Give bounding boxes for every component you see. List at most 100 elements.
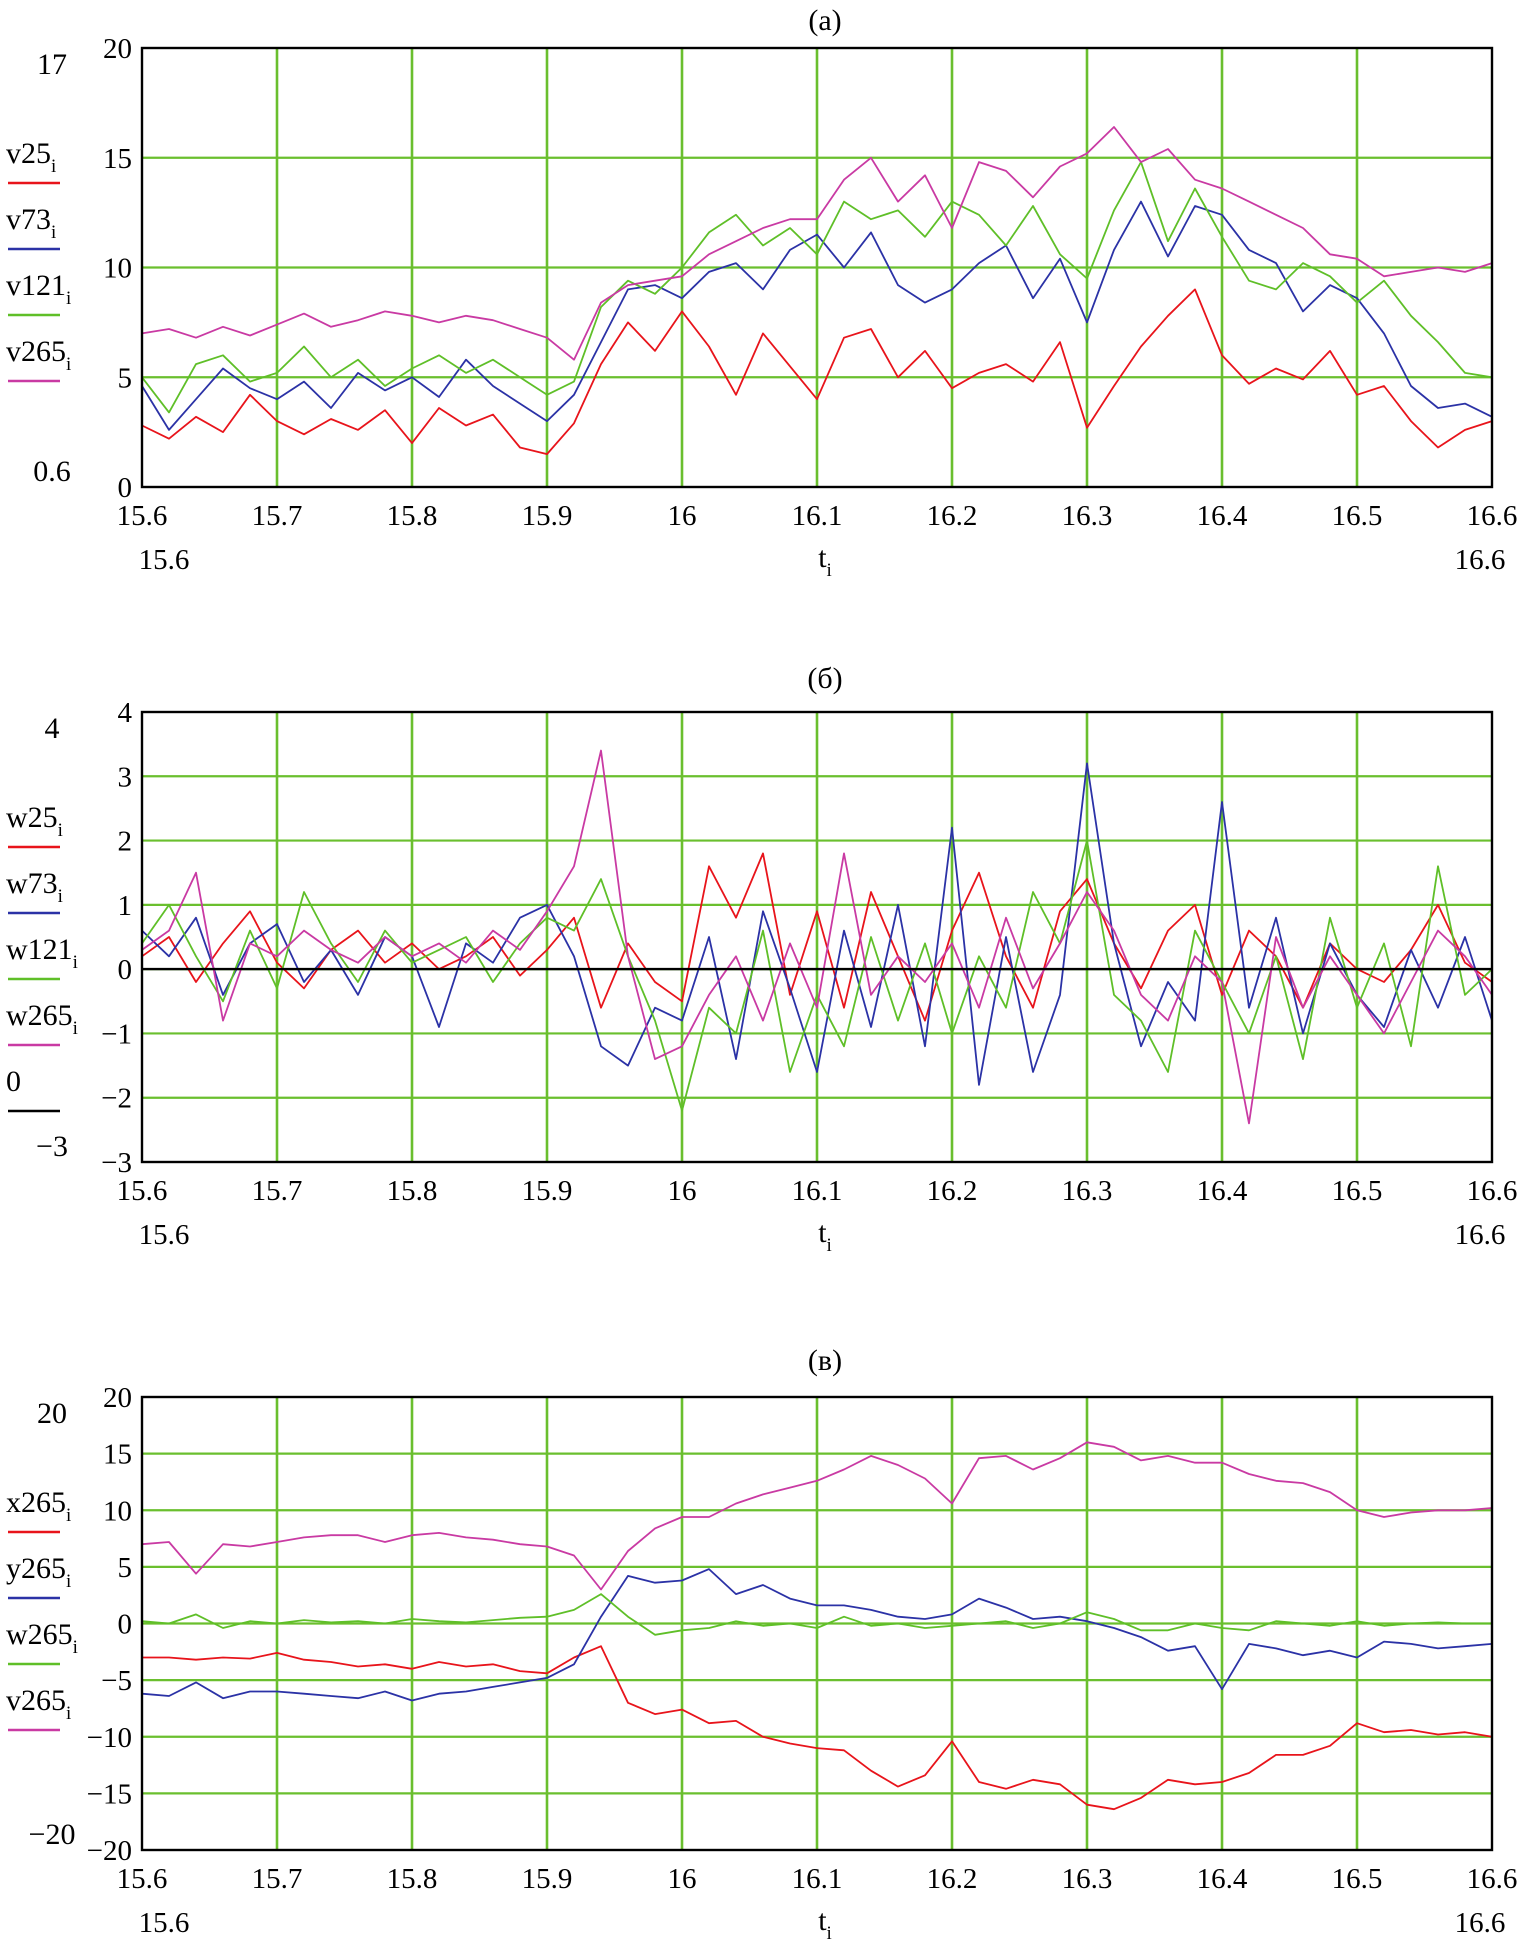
[object SVGGElement]: v25i <box>6 137 56 177</box>
x-tick-label: 15.8 <box>387 500 438 532</box>
[object SVGGElement]: w265i <box>6 1618 78 1658</box>
series-line-v25 <box>141 288 1493 455</box>
[object SVGGElement]: w121i <box>6 933 78 973</box>
y-range-bottom-label: −20 <box>29 1818 76 1851</box>
y-tick-label: 1 <box>118 890 133 922</box>
y-tick-label: −1 <box>101 1018 132 1050</box>
y-tick-label: 0 <box>118 954 133 986</box>
y-range-bottom-label: 0.6 <box>33 455 71 488</box>
x-tick-label: 16.1 <box>792 500 843 532</box>
y-tick-label: 0 <box>118 472 133 504</box>
x-axis-label-main: t <box>818 1904 827 1937</box>
y-tick-label: −10 <box>87 1722 132 1754</box>
x-range-right-label: 16.6 <box>1455 1219 1506 1251</box>
panel-title: (б) <box>807 662 842 695</box>
x-tick-label: 15.7 <box>252 1863 303 1895</box>
[object SVGGElement]-sub: i <box>66 288 71 309</box>
x-axis-label-sub: i <box>827 1235 832 1256</box>
x-tick-label: 15.7 <box>252 500 303 532</box>
plot-frame <box>140 710 1494 1164</box>
y-tick-label: −5 <box>101 1665 132 1697</box>
x-tick-label: 16.5 <box>1332 1175 1383 1207</box>
x-axis-label-sub: i <box>827 560 832 581</box>
x-axis-label: ti <box>818 541 832 581</box>
[object SVGGElement]: w73i <box>6 867 63 907</box>
series-line-w265 <box>141 1593 1492 1636</box>
panel-title: (в) <box>808 1344 842 1377</box>
series-line-v265 <box>141 126 1493 361</box>
y-tick-label: 3 <box>118 761 133 793</box>
x-axis-label-main: t <box>818 1216 827 1249</box>
x-tick-label: 16.2 <box>927 500 978 532</box>
y-tick-label: 2 <box>118 826 133 858</box>
x-tick-label: 15.7 <box>252 1175 303 1207</box>
[object SVGGElement]-sub: i <box>73 952 78 973</box>
x-range-left-label: 15.6 <box>139 544 190 576</box>
[object SVGGElement]-sub: i <box>73 1018 78 1039</box>
series-line-x265 <box>142 1645 1493 1811</box>
[object SVGGElement]-main: v265 <box>6 335 66 368</box>
x-tick-label: 15.9 <box>522 1175 573 1207</box>
[object SVGGElement]: v73i <box>6 203 56 243</box>
x-tick-label: 15.8 <box>387 1175 438 1207</box>
y-tick-label: 10 <box>103 253 132 285</box>
x-tick-label: 16.5 <box>1332 500 1383 532</box>
x-tick-label: 16.2 <box>927 1175 978 1207</box>
y-tick-label: 15 <box>103 143 132 175</box>
y-tick-label: 4 <box>118 697 133 729</box>
[object SVGGElement]-main: w265 <box>6 1618 73 1651</box>
[object SVGGElement]-sub: i <box>58 820 63 841</box>
plot-frame <box>140 1395 1494 1852</box>
y-tick-label: −15 <box>87 1778 132 1810</box>
x-tick-label: 16.6 <box>1467 1175 1518 1207</box>
[object SVGGElement]-main: w121 <box>6 933 73 966</box>
x-tick-label: 16 <box>668 1863 697 1895</box>
[object SVGGElement]-sub: i <box>73 1637 78 1658</box>
x-axis-label: ti <box>818 1216 832 1256</box>
[object SVGGElement]-main: v121 <box>6 269 66 302</box>
[object SVGGElement]-main: x265 <box>6 1486 66 1519</box>
chart-panel-2: (б) 15.6 15.7 15.8 15.9 16 16.1 16.2 16.3 16.4 16.… <box>8 662 1517 1256</box>
y-tick-label: 0 <box>118 1609 133 1641</box>
x-tick-label: 16.1 <box>792 1175 843 1207</box>
y-range-top-label: 20 <box>37 1397 67 1430</box>
y-range-top-label: 4 <box>45 712 60 745</box>
x-tick-label: 15.6 <box>117 1863 168 1895</box>
y-tick-label: 5 <box>118 362 133 394</box>
y-tick-label: 10 <box>103 1495 132 1527</box>
series-line-v265 <box>141 1441 1493 1591</box>
[object SVGGElement]-sub: i <box>51 222 56 243</box>
series-line-v73 <box>141 200 1493 431</box>
x-tick-label: 16 <box>668 1175 697 1207</box>
x-tick-label: 16.5 <box>1332 1863 1383 1895</box>
[object SVGGElement]-main: v265 <box>6 1684 66 1717</box>
series-line-w73 <box>141 762 1493 1086</box>
y-range-top-label: 17 <box>37 48 67 81</box>
[object SVGGElement]-main: v73 <box>6 203 51 236</box>
x-range-right-label: 16.6 <box>1455 1907 1506 1939</box>
x-tick-label: 16 <box>668 500 697 532</box>
y-range-bottom-label: −3 <box>36 1130 68 1163</box>
y-tick-label: 5 <box>118 1552 133 1584</box>
[object SVGGElement]-main: v25 <box>6 137 51 170</box>
x-tick-label: 15.9 <box>522 500 573 532</box>
[object SVGGElement]-sub: i <box>66 1703 71 1724</box>
panel-title: (а) <box>808 4 841 37</box>
y-tick-label: −3 <box>101 1147 132 1179</box>
x-tick-label: 15.9 <box>522 1863 573 1895</box>
[object SVGGElement]-main: w265 <box>6 999 73 1032</box>
x-tick-label: 16.6 <box>1467 500 1518 532</box>
[object SVGGElement]-main: y265 <box>6 1552 66 1585</box>
plot-frame <box>140 46 1494 489</box>
x-tick-label: 15.6 <box>117 1175 168 1207</box>
[object SVGGElement]-sub: i <box>66 1505 71 1526</box>
series-line-w121 <box>141 839 1493 1112</box>
y-tick-label: −20 <box>87 1835 132 1867</box>
y-tick-label: 20 <box>103 33 132 65</box>
[object SVGGElement]: x265i <box>6 1486 71 1526</box>
x-range-right-label: 16.6 <box>1455 544 1506 576</box>
[object SVGGElement]: w25i <box>6 801 63 841</box>
x-tick-label: 16.3 <box>1062 1175 1113 1207</box>
[object SVGGElement]: v265i <box>6 1684 71 1724</box>
x-tick-label: 15.8 <box>387 1863 438 1895</box>
